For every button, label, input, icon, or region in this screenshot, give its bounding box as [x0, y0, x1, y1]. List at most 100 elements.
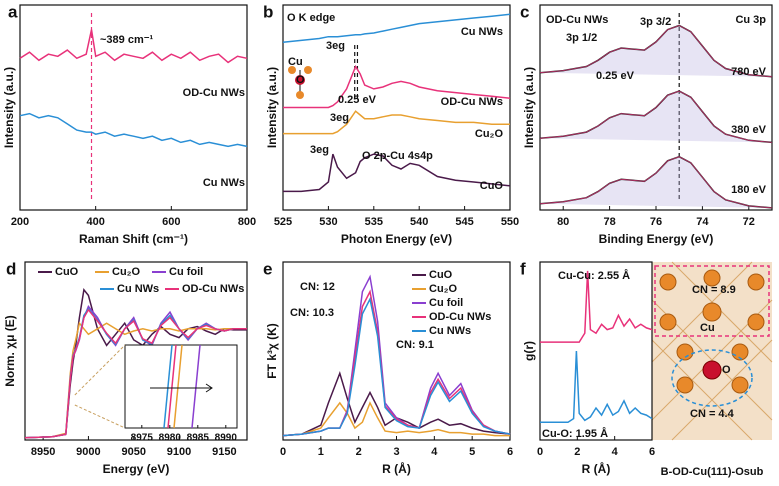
panel-letter: a [8, 2, 18, 21]
inset-tick-label: 8980 [159, 433, 182, 444]
legend-label: Cu foil [169, 266, 203, 278]
series-label: Cu NWs [461, 26, 503, 38]
cn-ring [671, 349, 753, 407]
panel-letter: c [520, 2, 529, 21]
inset-arrow [150, 383, 213, 393]
x-tick-label: 9000 [76, 446, 100, 458]
series-line [24, 321, 247, 439]
annotation: O [722, 364, 731, 376]
annotation: O K edge [287, 12, 335, 24]
annotation: B-OD-Cu(111)-Osub [661, 466, 764, 478]
x-tick-label: 0 [280, 446, 286, 458]
structure-image [651, 261, 773, 441]
series-label: 780 eV [731, 66, 767, 78]
x-axis-label: Energy (eV) [103, 462, 170, 476]
x-tick-label: 535 [365, 216, 383, 228]
series-label: 180 eV [731, 184, 767, 196]
annotation: CN: 12 [300, 281, 335, 293]
panel: b Photon Energy (eV) Intensity (a.u.) 525 53… [263, 2, 519, 246]
x-tick-label: 3 [393, 446, 399, 458]
x-tick-label: 5 [469, 446, 475, 458]
series-label: 380 eV [731, 124, 767, 136]
inset-edge [173, 344, 183, 429]
peak-fill [540, 25, 772, 77]
x-tick-label: 545 [455, 216, 473, 228]
o-atom [702, 360, 722, 380]
cn-box [654, 265, 770, 337]
x-tick-label: 200 [11, 216, 29, 228]
peak-fill [540, 91, 772, 143]
panel-letter: e [263, 259, 272, 278]
series-label: Cu-Cu: 2.55 Å [558, 269, 630, 282]
series-line [540, 270, 653, 343]
fit-envelope [539, 25, 773, 78]
plot-frame [24, 261, 248, 441]
x-axis-label: Binding Energy (eV) [599, 232, 714, 246]
plot-frame [539, 261, 653, 441]
series-line [283, 64, 511, 109]
x-tick-label: 9150 [212, 446, 236, 458]
x-tick-label: 4 [612, 446, 619, 458]
x-tick-label: 76 [650, 216, 662, 228]
x-tick-label: 530 [319, 216, 337, 228]
annotation: O [296, 74, 305, 86]
panel: f R (Å) g(r) 0 2 4 6 Cu-Cu: 2.55 Å Cu-O: 1.95 Å C… [520, 259, 764, 477]
y-axis-label: FT k³χ (K) [265, 323, 279, 379]
series-label: Cu-O: 1.95 Å [542, 427, 608, 440]
series-line [282, 274, 511, 437]
x-axis-label: Photon Energy (eV) [341, 232, 452, 246]
inset-tick-label: 8990 [215, 433, 238, 444]
legend-label: Cu NWs [117, 283, 159, 295]
inset-tick-label: 8985 [187, 433, 210, 444]
annotation: 3p 1/2 [566, 32, 597, 44]
legend-label: Cu₂O [112, 266, 141, 278]
series-line [540, 350, 653, 423]
y-axis-label: Intensity (a.u.) [522, 67, 536, 148]
x-tick-label: 6 [649, 446, 655, 458]
x-tick-label: 78 [603, 216, 615, 228]
annotation: 0.25 eV [596, 70, 635, 82]
x-tick-label: 540 [410, 216, 428, 228]
legend-label: Cu foil [429, 297, 463, 309]
panel-letter: b [263, 2, 273, 21]
x-tick-label: 600 [162, 216, 180, 228]
panel: e R (Å) FT k³χ (K) 0 1 2 3 4 5 6 CuO Cu₂O Cu foil OD-… [263, 259, 513, 476]
inset-edge [167, 344, 177, 429]
series-label: Cu₂O [475, 128, 504, 140]
annotation: O 2p-Cu 4s4p [362, 150, 433, 162]
panel: c Binding Energy (eV) Intensity (a.u.) 80 78… [520, 2, 773, 246]
x-tick-label: 6 [507, 446, 513, 458]
x-tick-label: 1 [318, 446, 324, 458]
x-tick-label: 80 [557, 216, 569, 228]
y-axis-label: Intensity (a.u.) [265, 67, 279, 148]
x-tick-label: 525 [274, 216, 292, 228]
plot-frame [19, 4, 248, 211]
panel: d Energy (eV) Norm. χμ (E) 8950 9000 9050 9100… [3, 259, 248, 476]
structure-bg [652, 262, 772, 440]
legend-label: Cu₂O [429, 283, 458, 295]
x-axis-label: R (Å) [582, 461, 611, 476]
inset-edge [191, 344, 201, 429]
series-label: CuO [480, 180, 504, 192]
x-tick-label: 0 [537, 446, 543, 458]
x-tick-label: 400 [86, 216, 104, 228]
x-tick-label: 8950 [31, 446, 55, 458]
annotation: 3eg [330, 112, 349, 124]
x-axis-label: R (Å) [382, 461, 411, 476]
annotation: 3eg [310, 144, 329, 156]
annotation: Cu [288, 56, 303, 68]
annotation: CN: 9.1 [396, 339, 434, 351]
fit-envelope [539, 156, 773, 209]
series-line [283, 110, 510, 135]
legend-label: OD-Cu NWs [182, 283, 244, 295]
series-label: Cu NWs [203, 177, 245, 189]
peak-fill [540, 156, 772, 208]
series-line [282, 401, 510, 437]
legend-label: OD-Cu NWs [429, 311, 491, 323]
y-axis-label: g(r) [522, 341, 536, 361]
inset-guide [74, 344, 126, 429]
y-axis-label: Norm. χμ (E) [3, 315, 17, 387]
cu-atoms [659, 269, 765, 394]
series-line [282, 370, 511, 437]
annotation: ~389 cm⁻¹ [100, 34, 154, 46]
